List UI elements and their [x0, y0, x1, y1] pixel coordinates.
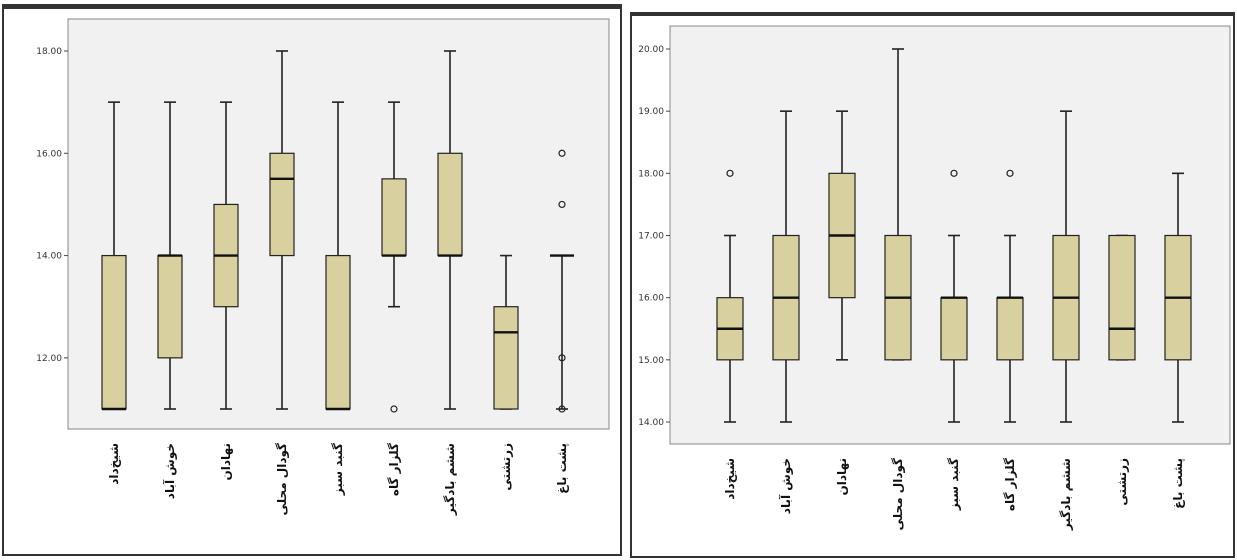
box-iqr	[381, 178, 407, 257]
category-label: ششم بادگیر	[443, 443, 457, 516]
outlier-point	[558, 405, 566, 413]
y-tick-label: 16.00	[36, 149, 62, 159]
category-label: گنبد سبز	[331, 443, 345, 496]
category-label: شیخ‌داد	[107, 443, 121, 485]
boxplot-right-svg: 14.00 15.00 16.00 17.00 18.00 19.00 20.00 شیخ‌د…	[638, 25, 1231, 531]
y-tick-label: 20.00	[638, 45, 664, 55]
outlier-point	[950, 169, 958, 177]
box-iqr	[493, 306, 519, 410]
category-label: پشت باغ	[555, 443, 569, 494]
outlier-point	[1006, 169, 1014, 177]
category-label: نهادان	[219, 443, 233, 480]
category-label: ششم بادگیر	[1059, 458, 1073, 531]
category-label: پشت باغ	[1171, 458, 1185, 509]
outlier-point	[558, 149, 566, 157]
y-tick-label: 16.00	[638, 294, 664, 304]
outlier-point	[390, 405, 398, 413]
y-tick-label: 15.00	[638, 356, 664, 366]
category-label: گنبد سبز	[947, 458, 961, 511]
boxplot-panel-right: 14.00 15.00 16.00 17.00 18.00 19.00 20.00 شیخ‌د…	[630, 12, 1235, 558]
y-tick-label: 14.00	[638, 418, 664, 428]
box-iqr	[325, 254, 351, 410]
box-iqr	[437, 152, 463, 257]
category-label: گلزار گاه	[1003, 458, 1017, 511]
y-tick-label: 12.00	[36, 354, 62, 364]
y-tick-label: 19.00	[638, 107, 664, 117]
outlier-point	[726, 169, 734, 177]
box-iqr	[996, 297, 1024, 361]
box-iqr	[157, 254, 183, 359]
boxplot-left-svg: 12.00 14.00 16.00 18.00 شیخ‌داد خوش آباد نهادا…	[36, 18, 610, 516]
category-label: خوش آباد	[778, 458, 794, 514]
category-label: زرتشتی	[499, 443, 513, 491]
outlier-point	[558, 354, 566, 362]
y-tick-label: 18.00	[638, 169, 664, 179]
y-tick-label: 14.00	[36, 252, 62, 262]
category-label: شیخ‌داد	[723, 458, 737, 500]
boxplot-panel-left: 12.00 14.00 16.00 18.00 شیخ‌داد خوش آباد نهادا…	[2, 4, 622, 556]
category-label: نهادان	[835, 458, 849, 495]
outlier-point	[558, 200, 566, 209]
category-label: زرتشتی	[1115, 458, 1129, 506]
box-iqr	[269, 152, 295, 257]
y-tick-label: 18.00	[36, 47, 62, 57]
category-label: خوش آباد	[162, 443, 178, 499]
box-iqr	[101, 254, 127, 410]
y-tick-label: 17.00	[638, 232, 664, 242]
category-label: گودال محلی	[891, 458, 906, 531]
category-label: گلزار گاه	[387, 443, 401, 496]
box-iqr	[1108, 234, 1136, 361]
category-label: گودال محلی	[275, 443, 290, 516]
box-iqr	[940, 297, 968, 361]
